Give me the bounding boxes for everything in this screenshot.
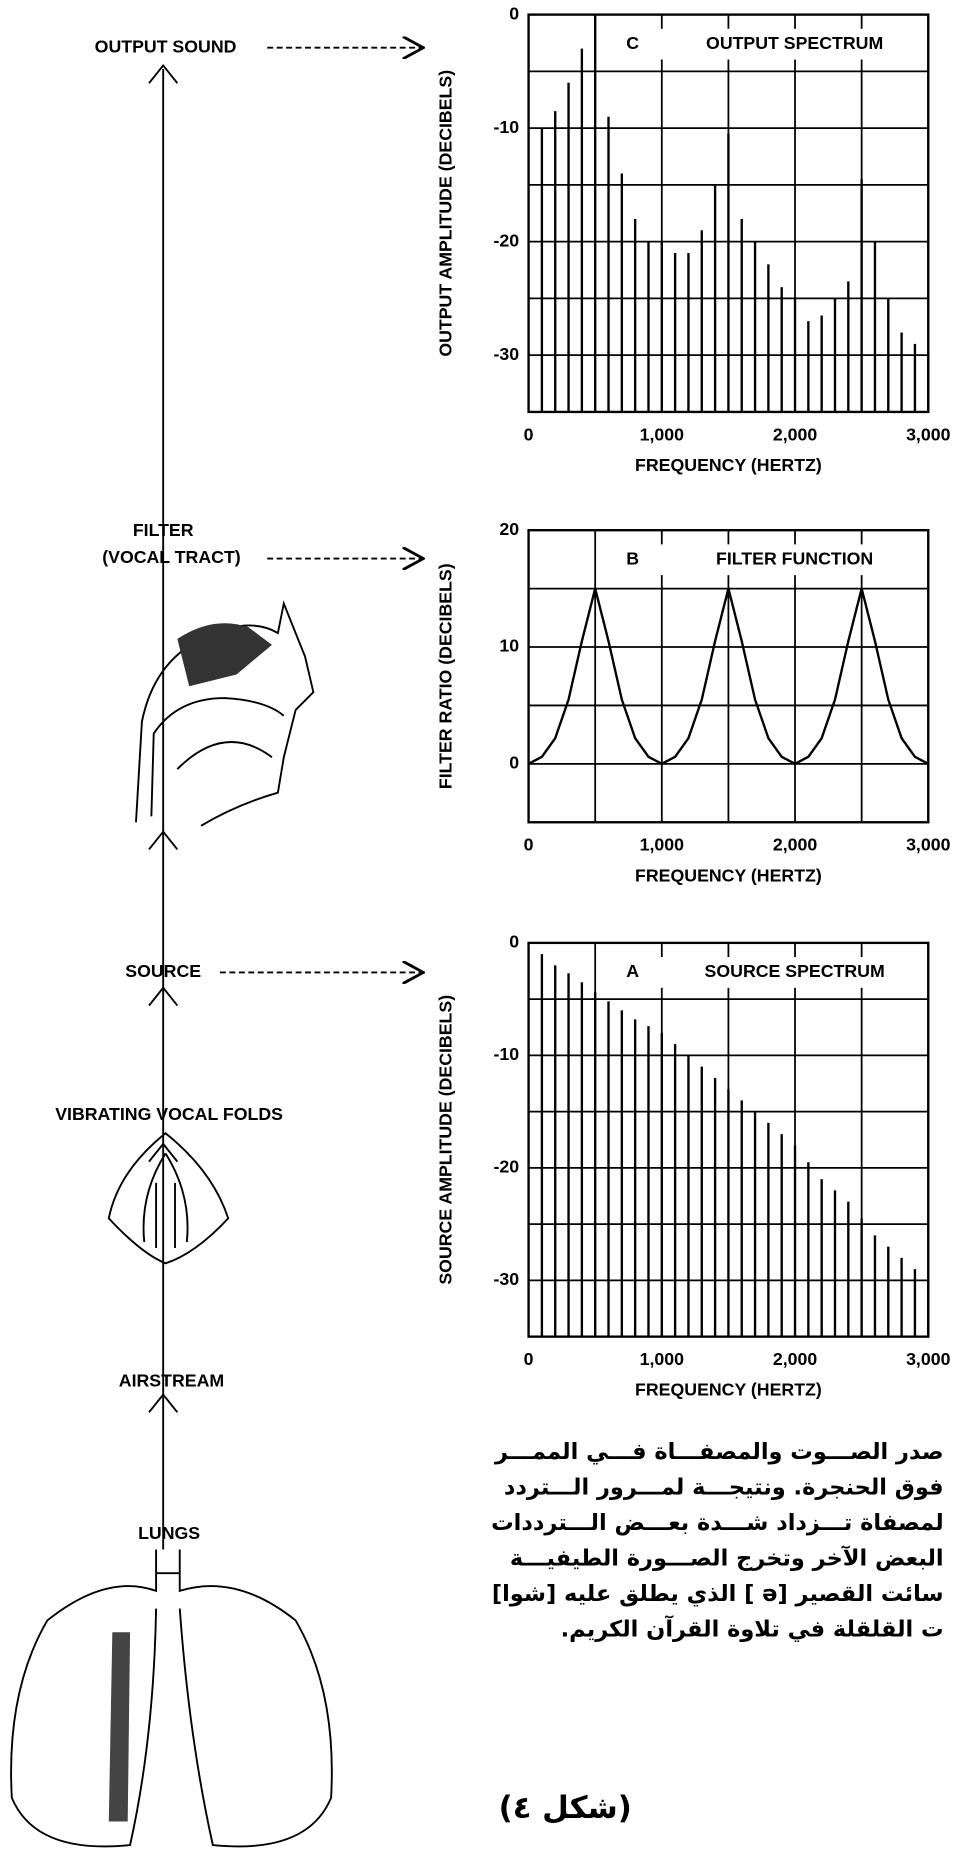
- y-tick-label: -10: [494, 117, 520, 137]
- vocal-folds: [109, 1133, 228, 1263]
- chart-title: OUTPUT SPECTRUM: [706, 33, 883, 53]
- y-axis-label: SOURCE AMPLITUDE (DECIBELS): [436, 995, 456, 1285]
- paragraph-line: سائت القصير [ə ] الذي يطلق عليه [شوا]: [492, 1581, 944, 1607]
- x-tick-label: 1,000: [640, 835, 684, 855]
- x-tick-label: 0: [524, 424, 534, 444]
- x-axis-label: FREQUENCY (HERTZ): [635, 455, 822, 475]
- label: OUTPUT SOUND: [95, 36, 237, 56]
- y-tick-label: 0: [509, 753, 519, 773]
- label: LUNGS: [138, 1523, 200, 1543]
- label: VIBRATING VOCAL FOLDS: [55, 1104, 283, 1124]
- x-tick-label: 2,000: [773, 424, 817, 444]
- x-tick-label: 1,000: [640, 1349, 684, 1369]
- y-tick-label: -30: [494, 344, 520, 364]
- paragraph-line: فوق الحنجرة. ونتيجـــة لمـــرور الـــترد…: [504, 1475, 944, 1501]
- x-axis-label: FREQUENCY (HERTZ): [635, 865, 822, 885]
- lung-shade: [109, 1632, 130, 1821]
- label: (VOCAL TRACT): [102, 547, 241, 567]
- x-tick-label: 3,000: [906, 1349, 950, 1369]
- label: FILTER: [133, 520, 194, 540]
- chart-title: SOURCE SPECTRUM: [705, 961, 885, 981]
- label: AIRSTREAM: [119, 1370, 224, 1390]
- label: SOURCE: [125, 961, 201, 981]
- panel-letter: B: [626, 548, 639, 568]
- y-tick-label: 0: [509, 3, 519, 23]
- paragraph-line: لمصفاة تـــزداد شـــدة بعـــض الـــترددا…: [491, 1510, 944, 1536]
- x-axis-label: FREQUENCY (HERTZ): [635, 1380, 822, 1400]
- x-tick-label: 1,000: [640, 424, 684, 444]
- vocal-tract-shade: [177, 623, 272, 686]
- diagram: OUTPUT SOUND FILTER (VOCAL TRACT) SOURCE…: [11, 36, 423, 1846]
- y-tick-label: 20: [499, 519, 519, 539]
- panel-letter: A: [626, 961, 639, 981]
- y-tick-label: -10: [494, 1044, 520, 1064]
- x-tick-label: 3,000: [906, 835, 950, 855]
- x-tick-label: 3,000: [906, 424, 950, 444]
- x-tick-label: 0: [524, 835, 534, 855]
- y-axis-label: OUTPUT AMPLITUDE (DECIBELS): [436, 70, 456, 357]
- lungs: [11, 1549, 332, 1846]
- paragraph-line: صدر الصـــوت والمصفـــاة فـــي الممـــر: [494, 1439, 944, 1465]
- x-tick-label: 2,000: [773, 835, 817, 855]
- figure: OUTPUT SOUND FILTER (VOCAL TRACT) SOURCE…: [0, 0, 959, 1855]
- caption: (شكل ٤): [499, 1790, 632, 1826]
- paragraph-line: ت القلقلة في تلاوة القرآن الكريم.: [561, 1614, 944, 1642]
- paragraph-line: البعض الآخر وتخرج الصـــورة الطيفيـــة: [510, 1544, 944, 1571]
- y-axis-label: FILTER RATIO (DECIBELS): [436, 563, 456, 789]
- y-tick-label: -20: [494, 230, 520, 250]
- x-tick-label: 2,000: [773, 1349, 817, 1369]
- y-tick-label: 0: [509, 932, 519, 952]
- y-tick-label: 10: [499, 636, 519, 656]
- arabic-text: صدر الصـــوت والمصفـــاة فـــي الممـــر …: [491, 1439, 944, 1826]
- y-tick-label: -20: [494, 1157, 520, 1177]
- chart-title: FILTER FUNCTION: [716, 548, 873, 568]
- panel-letter: C: [626, 33, 639, 53]
- x-tick-label: 0: [524, 1349, 534, 1369]
- y-tick-label: -30: [494, 1269, 520, 1289]
